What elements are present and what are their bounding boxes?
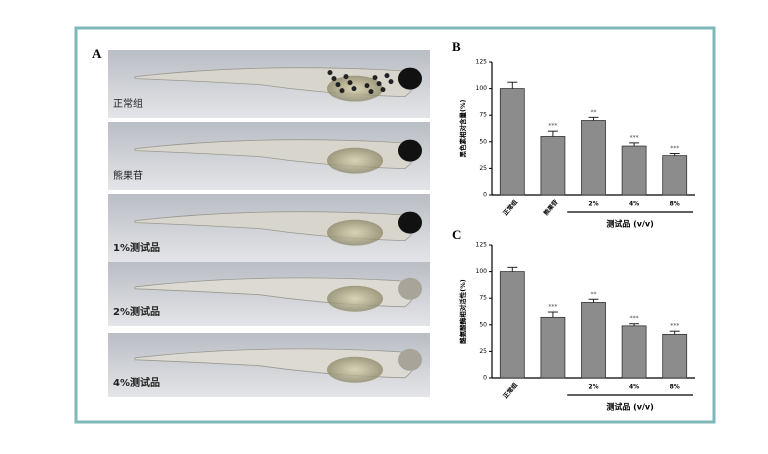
y-axis-label: 酪氨酸酶相对活性(%): [458, 279, 467, 343]
group-label: 测试品 (v/v): [606, 219, 653, 229]
significance: **: [591, 291, 597, 298]
significance: **: [591, 109, 597, 116]
y-tick-label: 100: [476, 268, 488, 275]
pigment: [384, 73, 390, 79]
bar: [540, 316, 566, 379]
y-tick-label: 75: [479, 112, 487, 119]
eye: [398, 277, 422, 300]
y-tick-label: 25: [479, 348, 487, 355]
panel-label: A: [92, 46, 102, 61]
panel-label: B: [452, 39, 461, 54]
image-label: 4%测试品: [113, 376, 160, 389]
y-axis-label: 黑色素相对含量(%): [458, 100, 467, 158]
image-label: 熊果苷: [113, 169, 143, 182]
significance: ***: [670, 323, 679, 330]
image-label: 2%测试品: [113, 305, 160, 318]
bar: [499, 88, 525, 196]
significance: ***: [630, 134, 639, 141]
yolk: [327, 219, 383, 246]
eye: [398, 67, 422, 90]
y-tick-label: 50: [479, 138, 487, 145]
pigment: [331, 76, 337, 82]
significance: ***: [548, 123, 557, 130]
x-tick-label: 2%: [588, 201, 598, 208]
x-tick-label: 4%: [629, 201, 639, 208]
bar: [621, 145, 647, 196]
bar: [499, 271, 525, 379]
y-tick-label: 0: [483, 192, 487, 199]
x-tick-label: 2%: [588, 384, 598, 391]
y-tick-label: 0: [483, 375, 487, 382]
pigment: [372, 75, 378, 81]
bar: [662, 333, 688, 379]
pigment: [327, 70, 333, 76]
significance: ***: [670, 145, 679, 152]
y-tick-label: 25: [479, 165, 487, 172]
bar: [621, 325, 647, 379]
y-tick-label: 125: [476, 242, 488, 249]
pigment: [376, 81, 382, 87]
pigment: [335, 82, 341, 88]
pigment: [343, 74, 349, 80]
panel-label: C: [452, 227, 461, 242]
y-tick-label: 50: [479, 321, 487, 328]
yolk: [327, 356, 383, 383]
x-tick-label: 8%: [670, 201, 680, 208]
pigment: [368, 89, 374, 95]
eye: [398, 211, 422, 234]
group-label: 测试品 (v/v): [606, 402, 653, 412]
pigment: [347, 80, 353, 86]
y-tick-label: 125: [476, 59, 488, 66]
bar: [662, 155, 688, 196]
bar: [581, 120, 606, 196]
y-tick-label: 100: [476, 85, 488, 92]
pigment: [380, 87, 386, 93]
bar: [540, 136, 566, 196]
yolk: [327, 147, 383, 174]
significance: ***: [630, 315, 639, 322]
bar: [581, 302, 606, 379]
pigment: [339, 88, 345, 94]
significance: ***: [548, 304, 557, 311]
x-tick-label: 8%: [670, 384, 680, 391]
pigment: [364, 83, 370, 89]
image-label: 正常组: [113, 97, 143, 110]
pigment: [388, 79, 394, 85]
pigment: [351, 86, 357, 92]
yolk: [327, 285, 383, 312]
image-label: 1%测试品: [113, 241, 160, 254]
x-tick-label: 4%: [629, 384, 639, 391]
eye: [398, 139, 422, 162]
eye: [398, 348, 422, 371]
y-tick-label: 75: [479, 295, 487, 302]
